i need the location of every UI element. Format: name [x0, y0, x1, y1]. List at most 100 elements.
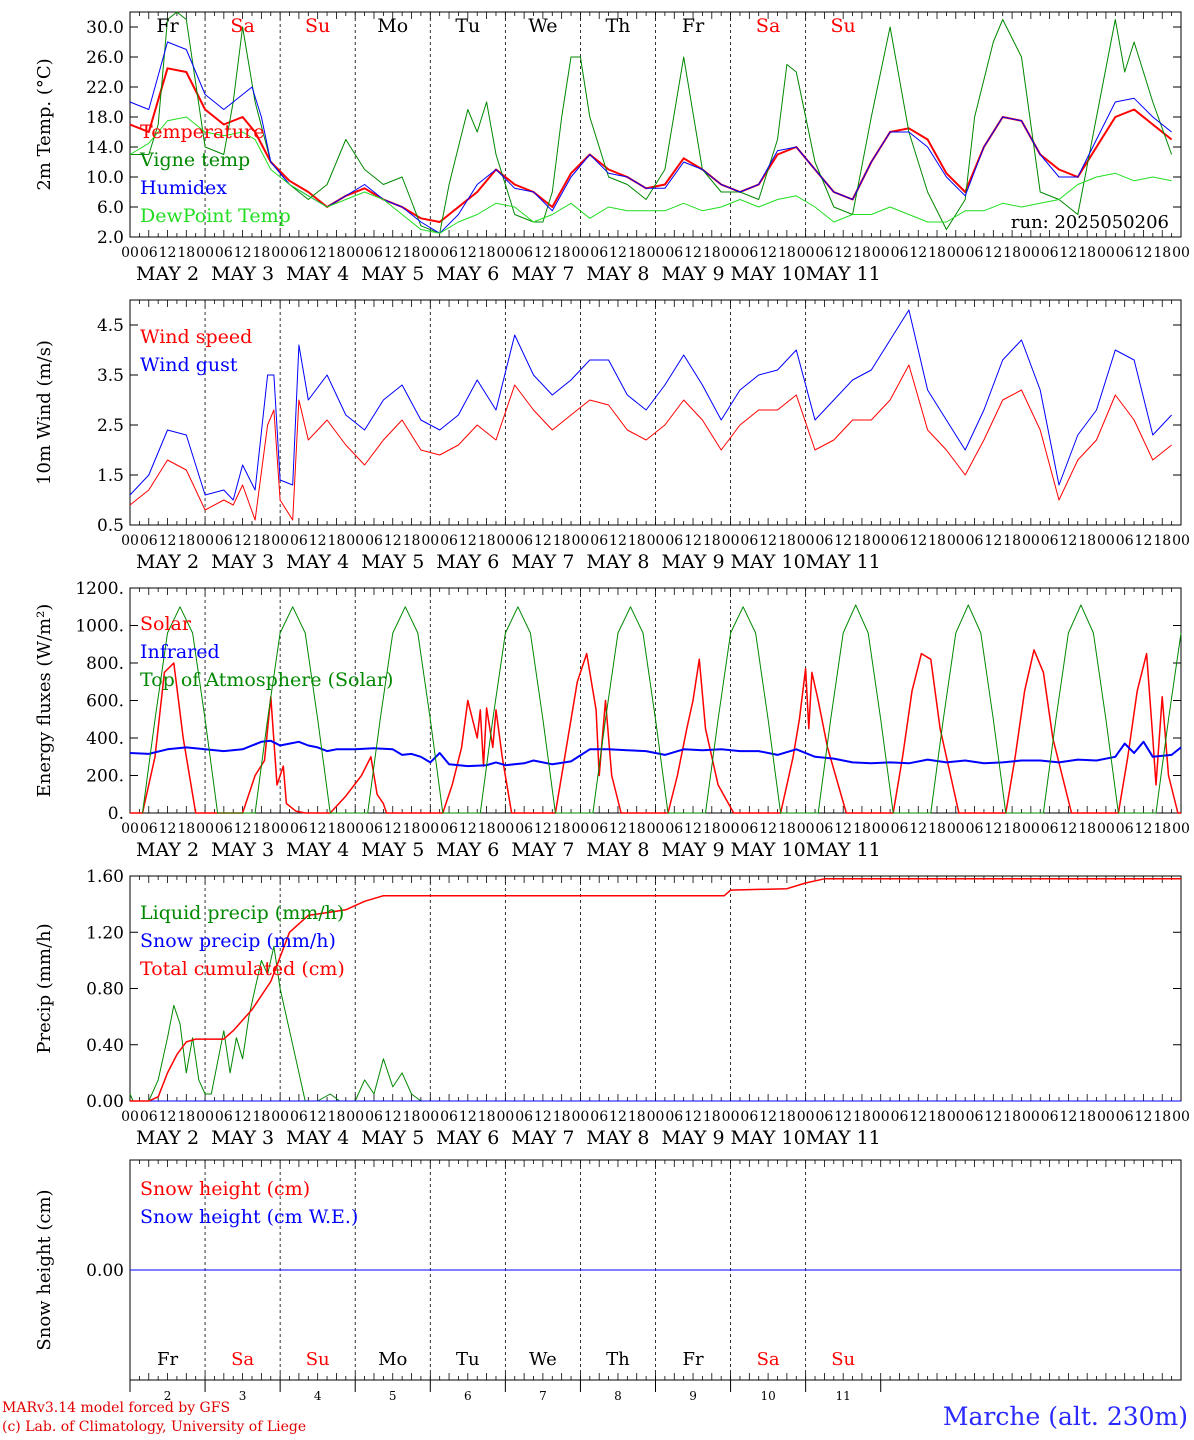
- series-line: [130, 878, 1181, 1102]
- lab-credit-line: (c) Lab. of Climatology, University of L…: [2, 1419, 307, 1435]
- hour-tick-label: 12: [1135, 821, 1153, 837]
- hour-tick-label: 12: [234, 821, 252, 837]
- hour-tick-label: 00: [1172, 1109, 1190, 1125]
- hour-tick-label: 06: [966, 245, 984, 261]
- hour-tick-label: 18: [403, 533, 421, 549]
- day-number-label: 4: [314, 1389, 322, 1400]
- hour-tick-label: 06: [966, 1109, 984, 1125]
- hour-tick-label: 06: [1116, 245, 1134, 261]
- hour-tick-label: 00: [271, 245, 289, 261]
- series-line: [129, 116, 1172, 234]
- hour-tick-label: 12: [984, 533, 1002, 549]
- hour-tick-label: 06: [215, 821, 233, 837]
- y-tick-label: 1000.: [75, 617, 124, 637]
- hour-tick-label: 00: [947, 245, 965, 261]
- date-label: MAY 4: [286, 263, 349, 285]
- hour-tick-label: 18: [252, 533, 270, 549]
- panel-4: [129, 875, 1182, 1102]
- hour-tick-label: 18: [778, 245, 796, 261]
- hour-tick-label: 18: [628, 821, 646, 837]
- legend-label: Snow height (cm): [140, 1178, 310, 1200]
- hour-tick-label: 00: [647, 533, 665, 549]
- hour-tick-label: 06: [891, 533, 909, 549]
- hour-tick-label: 18: [478, 1109, 496, 1125]
- hour-tick-label: 00: [1022, 245, 1040, 261]
- hour-tick-label: 18: [1003, 1109, 1021, 1125]
- day-number-label: 10: [760, 1389, 775, 1400]
- series-line: [129, 945, 1181, 1102]
- weekday-label: Mo: [378, 1349, 407, 1370]
- hour-tick-label: 06: [515, 1109, 533, 1125]
- hour-tick-label: 06: [815, 245, 833, 261]
- hour-tick-label: 00: [797, 1109, 815, 1125]
- series-line: [142, 604, 1182, 814]
- hour-tick-label: 00: [572, 245, 590, 261]
- date-label: MAY 7: [511, 839, 574, 861]
- date-label: MAY 5: [361, 1127, 424, 1149]
- hour-tick-label: 00: [647, 245, 665, 261]
- date-label: MAY 11: [806, 551, 881, 573]
- hour-tick-label: 12: [1135, 533, 1153, 549]
- hour-tick-label: 06: [140, 245, 158, 261]
- hour-tick-label: 06: [365, 245, 383, 261]
- hour-tick-label: 18: [1003, 533, 1021, 549]
- weekday-label: Sa: [757, 1349, 780, 1370]
- panel-2: [129, 299, 1182, 526]
- hour-tick-label: 00: [421, 1109, 439, 1125]
- date-label: MAY 8: [586, 551, 649, 573]
- hour-tick-label: 18: [478, 245, 496, 261]
- hour-tick-label: 12: [534, 533, 552, 549]
- hour-tick-label: 00: [572, 533, 590, 549]
- weekday-label: Th: [606, 15, 631, 37]
- hour-tick-label: 06: [1116, 1109, 1134, 1125]
- hour-tick-label: 12: [609, 1109, 627, 1125]
- hour-tick-label: 18: [703, 1109, 721, 1125]
- hour-tick-label: 06: [440, 821, 458, 837]
- y-tick-label: 14.0: [86, 138, 124, 158]
- hour-tick-label: 00: [1097, 821, 1115, 837]
- hour-tick-label: 00: [1097, 1109, 1115, 1125]
- hour-tick-label: 00: [196, 533, 214, 549]
- y-tick-label: 600.: [86, 692, 124, 712]
- hour-tick-label: 12: [309, 821, 327, 837]
- hour-tick-label: 18: [853, 1109, 871, 1125]
- hour-tick-label: 06: [891, 1109, 909, 1125]
- series-line: [129, 364, 1172, 521]
- y-tick-label: 4.5: [97, 316, 124, 336]
- hour-tick-label: 12: [759, 533, 777, 549]
- hour-tick-label: 18: [328, 1109, 346, 1125]
- hour-tick-label: 12: [309, 1109, 327, 1125]
- hour-tick-label: 00: [346, 245, 364, 261]
- hour-tick-label: 06: [440, 1109, 458, 1125]
- hour-tick-label: 18: [1003, 245, 1021, 261]
- hour-tick-label: 18: [628, 533, 646, 549]
- weekday-label: Fr: [682, 1349, 703, 1370]
- date-label: MAY 9: [661, 1127, 724, 1149]
- series-line: [129, 41, 1172, 234]
- hour-tick-label: 06: [290, 533, 308, 549]
- hour-tick-label: 00: [1172, 821, 1190, 837]
- y-tick-label: 800.: [86, 654, 124, 674]
- date-label: MAY 11: [806, 263, 881, 285]
- date-label: MAY 7: [511, 551, 574, 573]
- hour-tick-label: 00: [722, 245, 740, 261]
- hour-tick-label: 06: [740, 821, 758, 837]
- y-axis-title: Energy fluxes (W/m²): [34, 604, 55, 798]
- hour-tick-label: 12: [459, 533, 477, 549]
- hour-tick-label: 12: [1135, 1109, 1153, 1125]
- y-tick-label: 30.0: [86, 18, 124, 38]
- series-line: [130, 649, 1181, 814]
- legend-label: Liquid precip (mm/h): [140, 902, 344, 924]
- series-line: [130, 11, 1173, 234]
- hour-tick-label: 06: [966, 821, 984, 837]
- hour-tick-label: 06: [290, 821, 308, 837]
- hour-tick-label: 06: [966, 533, 984, 549]
- hour-tick-label: 00: [121, 1109, 139, 1125]
- hour-tick-label: 06: [740, 533, 758, 549]
- weekday-label: We: [529, 1349, 557, 1370]
- y-tick-label: 1.20: [86, 923, 124, 943]
- hour-tick-label: 18: [928, 533, 946, 549]
- hour-tick-label: 12: [384, 245, 402, 261]
- hour-tick-label: 00: [722, 1109, 740, 1125]
- hour-tick-label: 00: [572, 821, 590, 837]
